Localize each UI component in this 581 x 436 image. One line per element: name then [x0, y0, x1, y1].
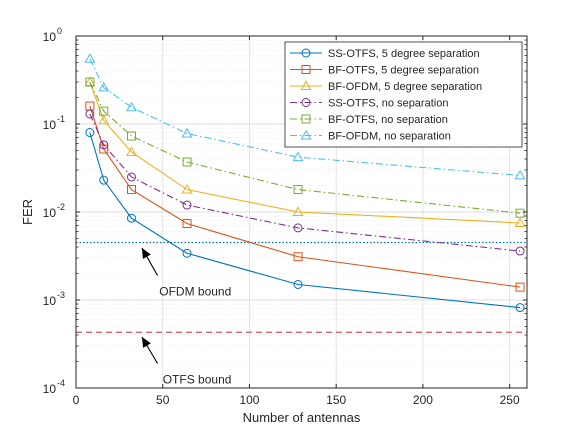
- data-point: [98, 81, 110, 92]
- series-4: [85, 109, 525, 256]
- legend-marker: [301, 98, 311, 107]
- y-tick-label: 10: [43, 382, 57, 396]
- annotation-arrowhead: [141, 247, 151, 259]
- data-point: [127, 131, 137, 141]
- data-point: [85, 101, 95, 111]
- data-point: [515, 246, 525, 256]
- legend-item: SS-OTFS, 5 degree separation: [290, 48, 480, 60]
- y-tick-exponent: -1: [57, 114, 65, 124]
- data-point: [182, 157, 192, 167]
- y-axis-label: FER: [20, 199, 35, 225]
- data-point: [293, 280, 303, 290]
- ticks: [75, 35, 527, 389]
- x-tick-label: 200: [413, 393, 433, 407]
- legend-box: [284, 41, 523, 148]
- series-line: [89, 132, 521, 309]
- data-point: [85, 128, 95, 138]
- legend-item: BF-OFDM, 5 degree separation: [290, 80, 482, 93]
- series-line: [89, 58, 521, 177]
- data-point: [99, 175, 109, 185]
- legend-item: BF-OTFS, 5 degree separation: [290, 65, 479, 77]
- y-tick-label: 10: [43, 206, 57, 220]
- legend-label: BF-OFDM, 5 degree separation: [328, 81, 482, 93]
- legend-item: BF-OTFS, no separation: [290, 114, 448, 126]
- data-point: [98, 114, 110, 125]
- data-point: [84, 53, 96, 63]
- data-point: [182, 200, 192, 210]
- data-point: [126, 101, 137, 112]
- data-point: [514, 217, 526, 227]
- legend-label: BF-OFDM, no separation: [328, 131, 451, 143]
- data-point: [127, 213, 137, 223]
- series-6: [84, 53, 526, 180]
- data-point: [292, 151, 304, 162]
- series-3: [84, 76, 526, 227]
- data-point: [293, 223, 303, 233]
- data-point: [182, 248, 192, 258]
- legend-item: BF-OFDM, no separation: [290, 129, 451, 143]
- data-point: [127, 185, 137, 195]
- series-5: [85, 77, 525, 218]
- x-tick-label: 250: [500, 393, 520, 407]
- data-point: [84, 76, 96, 86]
- x-tick-labels: 0 50 100 150 200 250: [73, 393, 520, 407]
- data-point: [515, 303, 525, 313]
- data-point: [85, 77, 95, 87]
- x-axis-label: Number of antennas: [243, 410, 361, 425]
- y-tick-label: 10: [43, 30, 57, 44]
- y-tick-label: 10: [43, 118, 57, 132]
- legend-item: SS-OTFS, no separation: [290, 98, 448, 110]
- series-1: [85, 128, 525, 313]
- legend-marker: [301, 48, 311, 58]
- y-tick-exponent: -2: [57, 202, 65, 212]
- x-tick-label: 100: [239, 393, 259, 407]
- data-point: [85, 109, 95, 119]
- data-point: [182, 219, 192, 229]
- data-point: [181, 183, 193, 194]
- annotation-label: OFDM bound: [159, 284, 231, 298]
- x-tick-label: 150: [326, 393, 346, 407]
- y-tick-exponent: -4: [57, 378, 65, 388]
- data-point: [99, 140, 109, 150]
- legend-marker: [300, 80, 312, 90]
- x-tick-label: 50: [156, 393, 170, 407]
- annotation-arrowhead: [141, 336, 151, 348]
- annotations: OFDM bound OTFS bound: [141, 247, 232, 386]
- y-tick-label: 10: [43, 294, 57, 308]
- legend-label: BF-OTFS, 5 degree separation: [328, 65, 479, 77]
- legend-marker: [300, 129, 312, 140]
- data-point: [126, 146, 137, 157]
- data-point: [515, 282, 525, 292]
- legend-label: BF-OTFS, no separation: [328, 114, 448, 126]
- data-point: [181, 127, 193, 138]
- annotation-label: OTFS bound: [163, 372, 232, 386]
- data-point: [515, 208, 525, 218]
- legend-label: SS-OTFS, 5 degree separation: [328, 48, 480, 60]
- series-line: [89, 81, 521, 224]
- series-layer: [84, 53, 526, 313]
- y-tick-exponent: -3: [57, 290, 65, 300]
- x-tick-label: 0: [73, 393, 80, 407]
- data-point: [127, 172, 137, 182]
- legend-marker: [301, 65, 311, 74]
- series-line: [89, 81, 521, 214]
- legend: SS-OTFS, 5 degree separation BF-OTFS, 5 d…: [284, 41, 523, 148]
- legend-marker: [301, 114, 311, 124]
- y-tick-exponent: 0: [57, 26, 62, 36]
- series-line: [89, 113, 521, 252]
- data-point: [293, 252, 303, 262]
- data-point: [514, 169, 526, 180]
- data-point: [99, 106, 109, 116]
- legend-label: SS-OTFS, no separation: [328, 98, 448, 110]
- data-point: [293, 185, 303, 195]
- data-point: [292, 206, 304, 216]
- reference-lines: [76, 241, 527, 333]
